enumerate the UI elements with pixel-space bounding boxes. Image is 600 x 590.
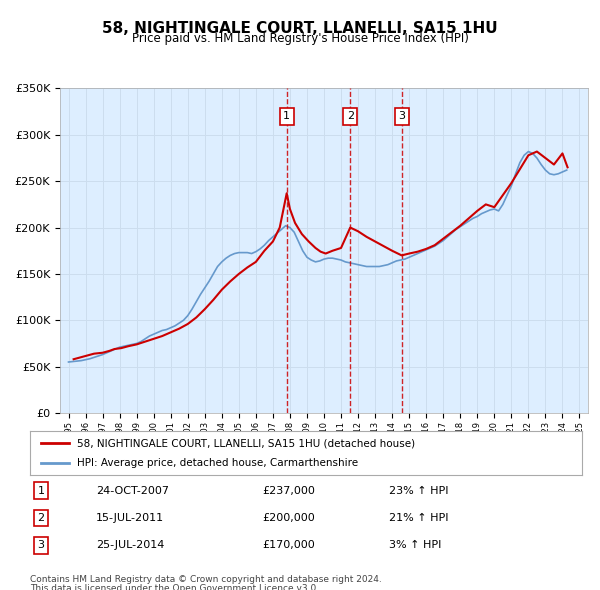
Text: HPI: Average price, detached house, Carmarthenshire: HPI: Average price, detached house, Carm…: [77, 458, 358, 467]
Text: 3: 3: [38, 540, 44, 550]
Text: 1: 1: [38, 486, 44, 496]
Text: This data is licensed under the Open Government Licence v3.0.: This data is licensed under the Open Gov…: [30, 584, 319, 590]
Text: 24-OCT-2007: 24-OCT-2007: [96, 486, 169, 496]
Text: 2: 2: [347, 112, 354, 122]
Text: 3% ↑ HPI: 3% ↑ HPI: [389, 540, 441, 550]
Text: 23% ↑ HPI: 23% ↑ HPI: [389, 486, 448, 496]
Text: £170,000: £170,000: [262, 540, 314, 550]
Text: 58, NIGHTINGALE COURT, LLANELLI, SA15 1HU (detached house): 58, NIGHTINGALE COURT, LLANELLI, SA15 1H…: [77, 438, 415, 448]
Text: 1: 1: [283, 112, 290, 122]
Text: 21% ↑ HPI: 21% ↑ HPI: [389, 513, 448, 523]
Text: 2: 2: [37, 513, 44, 523]
Text: 3: 3: [398, 112, 405, 122]
Text: £237,000: £237,000: [262, 486, 315, 496]
Text: 58, NIGHTINGALE COURT, LLANELLI, SA15 1HU: 58, NIGHTINGALE COURT, LLANELLI, SA15 1H…: [102, 21, 498, 35]
Text: 15-JUL-2011: 15-JUL-2011: [96, 513, 164, 523]
Text: Contains HM Land Registry data © Crown copyright and database right 2024.: Contains HM Land Registry data © Crown c…: [30, 575, 382, 584]
Text: £200,000: £200,000: [262, 513, 314, 523]
Text: 25-JUL-2014: 25-JUL-2014: [96, 540, 164, 550]
Text: Price paid vs. HM Land Registry's House Price Index (HPI): Price paid vs. HM Land Registry's House …: [131, 32, 469, 45]
